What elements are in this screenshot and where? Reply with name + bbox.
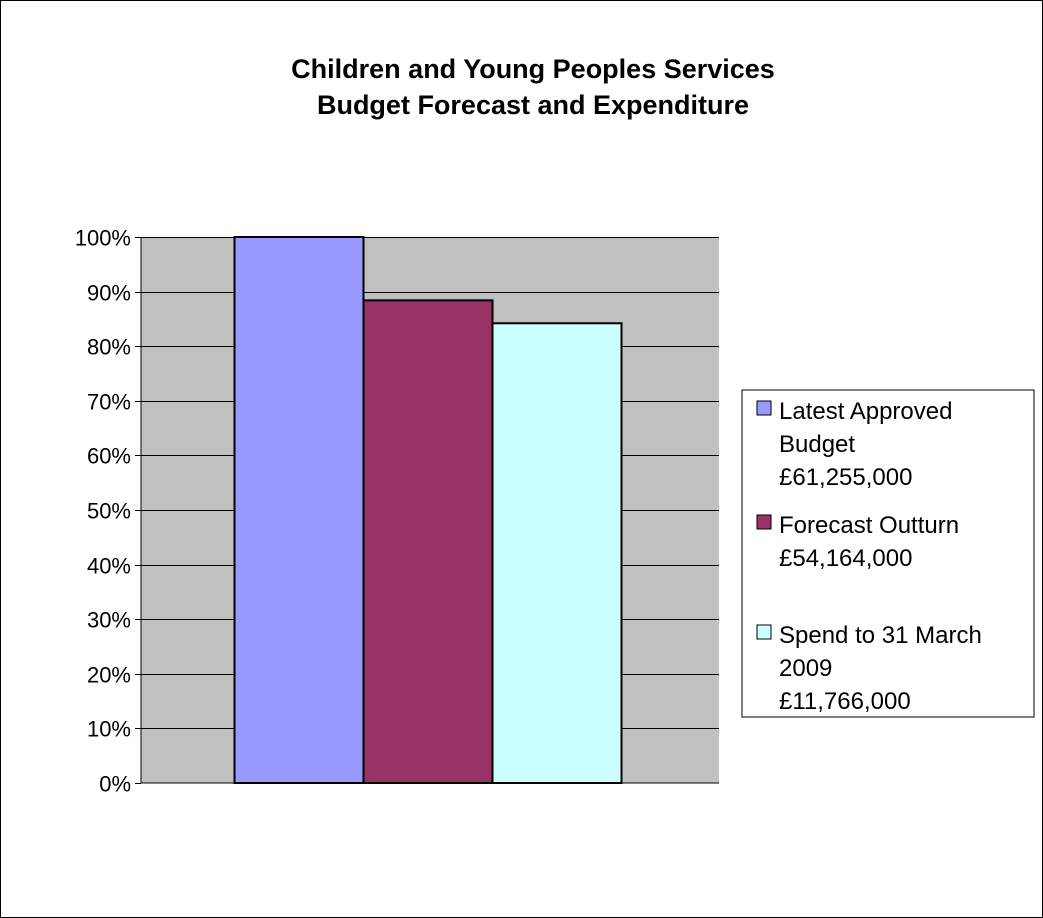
y-tick-label-70: 70% [87,390,131,415]
legend-label-forecast-outturn-line-2: £54,164,000 [779,545,912,572]
legend-label-spend-to-date-line-2: 2009 [779,655,832,682]
y-tick-label-50: 50% [87,499,131,524]
y-tick-label-20: 20% [87,663,131,688]
y-tick-label-40: 40% [87,554,131,579]
legend-swatch-spend-to-31-march-2009 [756,624,772,640]
legend-label-latest-approved-budget-line-3: £61,255,000 [779,464,912,491]
legend-label-latest-approved-budget-line-2: Budget [779,431,855,458]
bar-forecast-outturn-54-164-000 [362,299,494,784]
chart-title-line-1: Children and Young Peoples Services [291,54,775,84]
y-tick-label-30: 30% [87,608,131,633]
y-tick-label-60: 60% [87,444,131,469]
legend-swatch-forecast-outturn [756,514,772,530]
y-tick-label-10: 10% [87,717,131,742]
y-axis-ticks: 0% 10% 20% 30% 40% 50% 60% 70% 80% 90% 100% [75,226,141,797]
legend: Latest Approved Budget £61,255,000 Forec… [741,389,1035,718]
bar-spend-to-31-march-2009-11-766-000 [491,322,623,784]
legend-label-latest-approved-budget-line-1: Latest Approved [779,398,952,425]
legend-label-spend-to-date-line-1: Spend to 31 March [779,622,982,649]
legend-box [741,389,1035,718]
bars [233,236,623,784]
y-tick-label-80: 80% [87,335,131,360]
y-tick-label-0: 0% [99,772,131,797]
y-tick-label-100: 100% [75,226,131,251]
bar-latest-approved-budget-61-255-000 [233,236,365,784]
y-tick-label-90: 90% [87,281,131,306]
legend-label-forecast-outturn-line-1: Forecast Outturn [779,512,959,539]
chart-title-line-2: Budget Forecast and Expenditure [317,90,749,120]
legend-swatch-latest-approved-budget [756,400,772,416]
legend-label-spend-to-date-line-3: £11,766,000 [779,688,911,715]
